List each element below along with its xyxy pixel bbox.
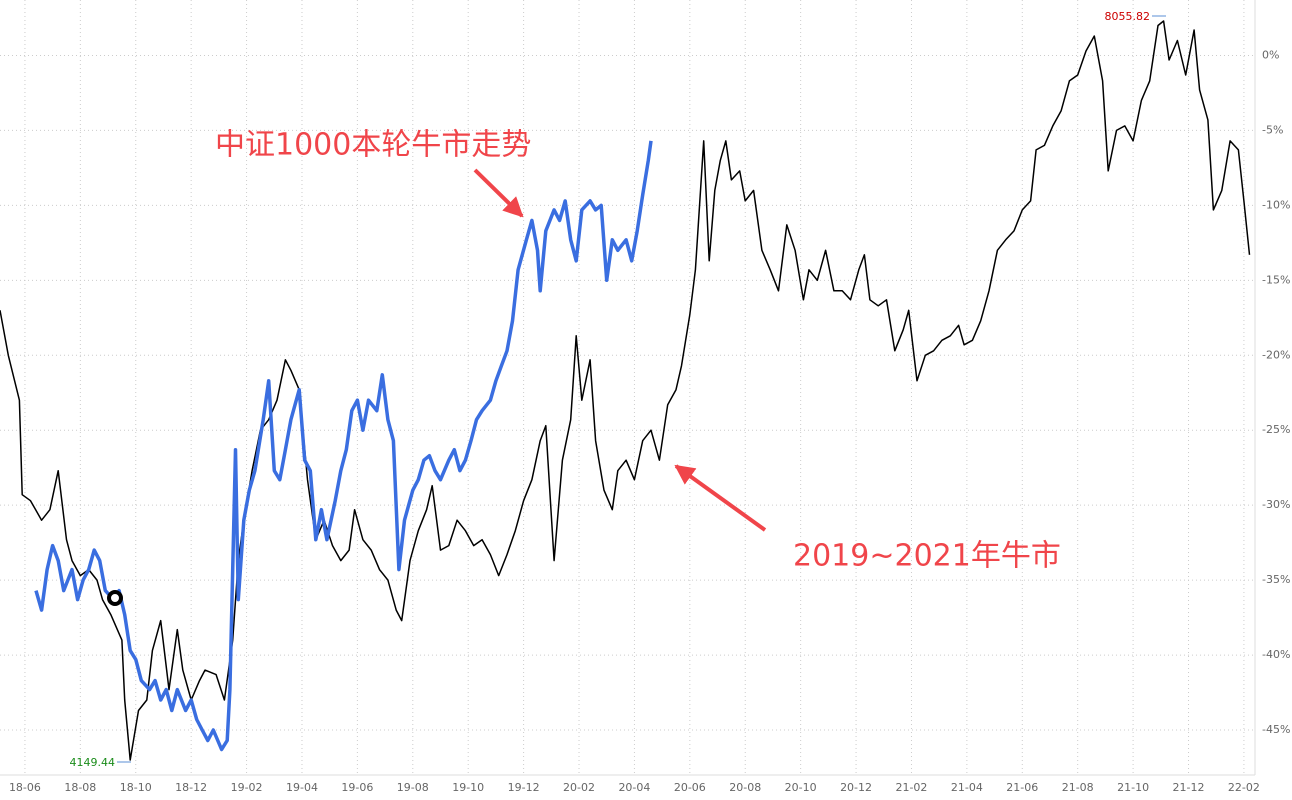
x-tick-label: 19-12 [508, 781, 540, 794]
x-tick-label: 20-04 [618, 781, 650, 794]
y-tick-label: -15% [1262, 273, 1290, 286]
x-tick-label: 19-04 [286, 781, 318, 794]
x-tick-label: 21-02 [895, 781, 927, 794]
annotation: 2019~2021年牛市 [793, 539, 1061, 574]
x-tick-label: 22-02 [1228, 781, 1260, 794]
cursor [107, 590, 123, 606]
x-tick-label: 20-06 [674, 781, 706, 794]
x-tick-label: 19-02 [231, 781, 263, 794]
x-tick-label: 19-08 [397, 781, 429, 794]
y-tick-label: -45% [1262, 723, 1290, 736]
min-label: 4149.44 [70, 756, 116, 769]
x-tick-label: 19-10 [452, 781, 484, 794]
annotation: 中证1000本轮牛市走势 [215, 128, 531, 163]
x-tick-label: 21-08 [1062, 781, 1094, 794]
x-tick-label: 18-10 [120, 781, 152, 794]
y-tick-label: -5% [1262, 123, 1283, 136]
x-tick-label: 19-06 [341, 781, 373, 794]
y-tick-label: -20% [1262, 348, 1290, 361]
y-tick-label: -10% [1262, 198, 1290, 211]
y-tick-label: -35% [1262, 573, 1290, 586]
plot [0, 20, 1251, 761]
x-tick-label: 20-10 [785, 781, 817, 794]
y-tick-label: -30% [1262, 498, 1290, 511]
line-series [34, 140, 653, 752]
x-tick-label: 21-06 [1006, 781, 1038, 794]
x-tick-label: 18-12 [175, 781, 207, 794]
x-tick-label: 18-08 [64, 781, 96, 794]
x-tick-label: 21-10 [1117, 781, 1149, 794]
arrow [473, 168, 524, 218]
line-series [0, 20, 1251, 761]
x-tick-label: 18-06 [9, 781, 41, 794]
x-tick-label: 20-08 [729, 781, 761, 794]
x-tick-label: 20-12 [840, 781, 872, 794]
y-tick-label: 0% [1262, 48, 1279, 61]
grid [0, 0, 1255, 775]
max-label: 8055.82 [1105, 10, 1151, 23]
x-tick-label: 21-12 [1173, 781, 1205, 794]
x-tick-label: 21-04 [951, 781, 983, 794]
y-tick-label: -25% [1262, 423, 1290, 436]
y-tick-label: -40% [1262, 648, 1290, 661]
arrow [674, 464, 767, 532]
x-tick-label: 20-02 [563, 781, 595, 794]
